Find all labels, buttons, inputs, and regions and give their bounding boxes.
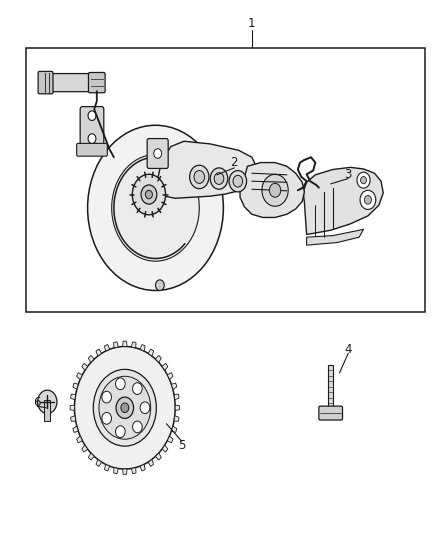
Circle shape: [102, 391, 112, 403]
Polygon shape: [96, 349, 102, 356]
Polygon shape: [167, 373, 173, 379]
Circle shape: [132, 174, 166, 215]
FancyBboxPatch shape: [80, 107, 104, 152]
Text: 2: 2: [230, 156, 238, 169]
Polygon shape: [174, 394, 179, 400]
Bar: [328, 365, 333, 410]
Polygon shape: [114, 467, 118, 474]
Circle shape: [154, 149, 162, 158]
Polygon shape: [105, 464, 110, 471]
Circle shape: [88, 125, 223, 290]
Polygon shape: [307, 229, 364, 245]
Polygon shape: [123, 341, 127, 346]
Polygon shape: [175, 405, 180, 410]
Circle shape: [116, 426, 125, 438]
Polygon shape: [155, 356, 161, 362]
Circle shape: [112, 155, 199, 261]
Polygon shape: [167, 436, 173, 443]
Polygon shape: [88, 356, 94, 362]
Text: 1: 1: [248, 18, 256, 30]
Text: 4: 4: [344, 343, 352, 356]
Polygon shape: [123, 469, 127, 474]
Circle shape: [74, 346, 175, 469]
Circle shape: [140, 402, 150, 414]
Polygon shape: [131, 342, 136, 348]
Polygon shape: [155, 453, 161, 460]
Polygon shape: [77, 436, 82, 443]
Polygon shape: [82, 364, 88, 370]
Circle shape: [194, 171, 205, 183]
Polygon shape: [140, 344, 145, 351]
Polygon shape: [114, 342, 118, 348]
Circle shape: [116, 378, 125, 390]
Circle shape: [99, 376, 151, 439]
Circle shape: [88, 111, 96, 120]
Polygon shape: [73, 426, 78, 432]
Circle shape: [214, 173, 224, 184]
Circle shape: [133, 383, 142, 394]
Circle shape: [133, 421, 142, 433]
Circle shape: [155, 280, 164, 290]
Polygon shape: [171, 383, 177, 389]
FancyBboxPatch shape: [38, 71, 53, 94]
Circle shape: [190, 165, 209, 189]
FancyBboxPatch shape: [319, 406, 343, 420]
Polygon shape: [82, 445, 88, 452]
Circle shape: [121, 403, 129, 413]
Polygon shape: [105, 344, 110, 351]
Polygon shape: [96, 459, 102, 466]
Polygon shape: [162, 364, 168, 370]
FancyBboxPatch shape: [147, 139, 168, 168]
Polygon shape: [148, 459, 154, 466]
Polygon shape: [158, 141, 256, 198]
Circle shape: [233, 175, 243, 187]
Circle shape: [210, 168, 228, 189]
Polygon shape: [171, 426, 177, 432]
FancyBboxPatch shape: [77, 143, 107, 156]
Polygon shape: [148, 349, 154, 356]
Circle shape: [229, 171, 247, 192]
Text: 3: 3: [345, 168, 352, 181]
Polygon shape: [71, 394, 76, 400]
Circle shape: [141, 185, 157, 204]
Polygon shape: [131, 467, 136, 474]
Text: 6: 6: [33, 396, 41, 409]
Circle shape: [262, 174, 288, 206]
Circle shape: [360, 176, 367, 184]
FancyBboxPatch shape: [88, 72, 105, 93]
Circle shape: [360, 190, 376, 209]
Circle shape: [364, 196, 371, 204]
Polygon shape: [162, 445, 168, 452]
Polygon shape: [303, 167, 383, 235]
Polygon shape: [73, 383, 78, 389]
Circle shape: [357, 172, 370, 188]
Polygon shape: [88, 453, 94, 460]
Circle shape: [145, 190, 152, 199]
Polygon shape: [174, 416, 179, 421]
Circle shape: [93, 369, 156, 446]
Circle shape: [102, 413, 112, 424]
Polygon shape: [77, 373, 82, 379]
Polygon shape: [240, 163, 304, 217]
FancyBboxPatch shape: [48, 74, 92, 92]
Polygon shape: [71, 416, 76, 421]
Text: 5: 5: [178, 439, 185, 451]
Circle shape: [269, 183, 281, 197]
Bar: [26, 48, 425, 312]
Bar: [44, 400, 50, 421]
Circle shape: [88, 134, 96, 143]
Circle shape: [116, 397, 134, 418]
Polygon shape: [140, 464, 145, 471]
Circle shape: [38, 390, 57, 414]
Polygon shape: [70, 405, 74, 410]
